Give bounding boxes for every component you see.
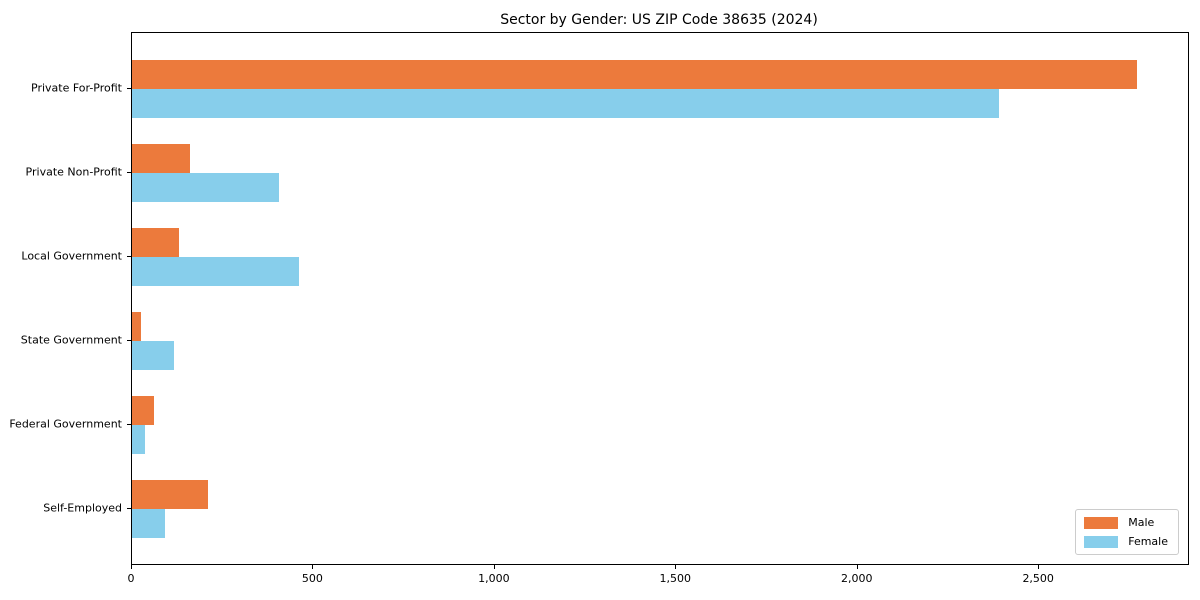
- y-tick-mark: [127, 508, 131, 509]
- x-tick-label: 0: [127, 572, 135, 585]
- x-tick-mark: [1038, 565, 1040, 569]
- legend-label: Male: [1128, 516, 1155, 529]
- x-tick-mark: [493, 565, 495, 569]
- bar-male-private-for-profit: [132, 60, 1138, 89]
- y-tick-label: Federal Government: [9, 417, 122, 431]
- bar-male-state-government: [132, 312, 142, 341]
- bar-female-private-for-profit: [132, 89, 1000, 118]
- x-tick-label: 2,500: [1022, 572, 1054, 585]
- bar-female-state-government: [132, 341, 174, 370]
- y-tick-label: Self-Employed: [43, 501, 122, 515]
- legend-item-male: Male: [1084, 516, 1168, 529]
- y-tick-mark: [127, 172, 131, 173]
- y-tick-label: Local Government: [21, 249, 122, 263]
- legend: Male Female: [1075, 509, 1179, 555]
- y-tick-label: Private For-Profit: [31, 81, 122, 95]
- x-tick-label: 1,000: [478, 572, 510, 585]
- x-tick-label: 1,500: [659, 572, 692, 585]
- legend-swatch-female: [1084, 535, 1119, 548]
- chart-title: Sector by Gender: US ZIP Code 38635 (202…: [500, 12, 818, 28]
- legend-swatch-male: [1084, 516, 1119, 529]
- bar-female-self-employed: [132, 509, 165, 538]
- bar-male-self-employed: [132, 480, 209, 509]
- bar-male-federal-government: [132, 396, 154, 425]
- plot-area: [131, 32, 1189, 565]
- bar-female-local-government: [132, 257, 299, 286]
- x-tick-label: 500: [301, 572, 323, 585]
- legend-item-female: Female: [1084, 535, 1168, 548]
- x-tick-mark: [131, 565, 132, 569]
- bar-female-federal-government: [132, 425, 145, 454]
- bar-male-local-government: [132, 228, 180, 257]
- x-tick-mark: [312, 565, 314, 569]
- legend-label: Female: [1128, 535, 1168, 548]
- x-tick-mark: [856, 565, 858, 569]
- bar-male-private-non-profit: [132, 144, 191, 173]
- bar-female-private-non-profit: [132, 173, 279, 202]
- y-tick-mark: [127, 88, 131, 89]
- y-tick-mark: [127, 424, 131, 425]
- x-tick-label: 2,000: [841, 572, 873, 585]
- y-tick-mark: [127, 256, 131, 257]
- y-tick-label: State Government: [20, 333, 122, 347]
- x-tick-mark: [675, 565, 677, 569]
- y-tick-label: Private Non-Profit: [25, 165, 122, 179]
- y-tick-mark: [127, 340, 131, 341]
